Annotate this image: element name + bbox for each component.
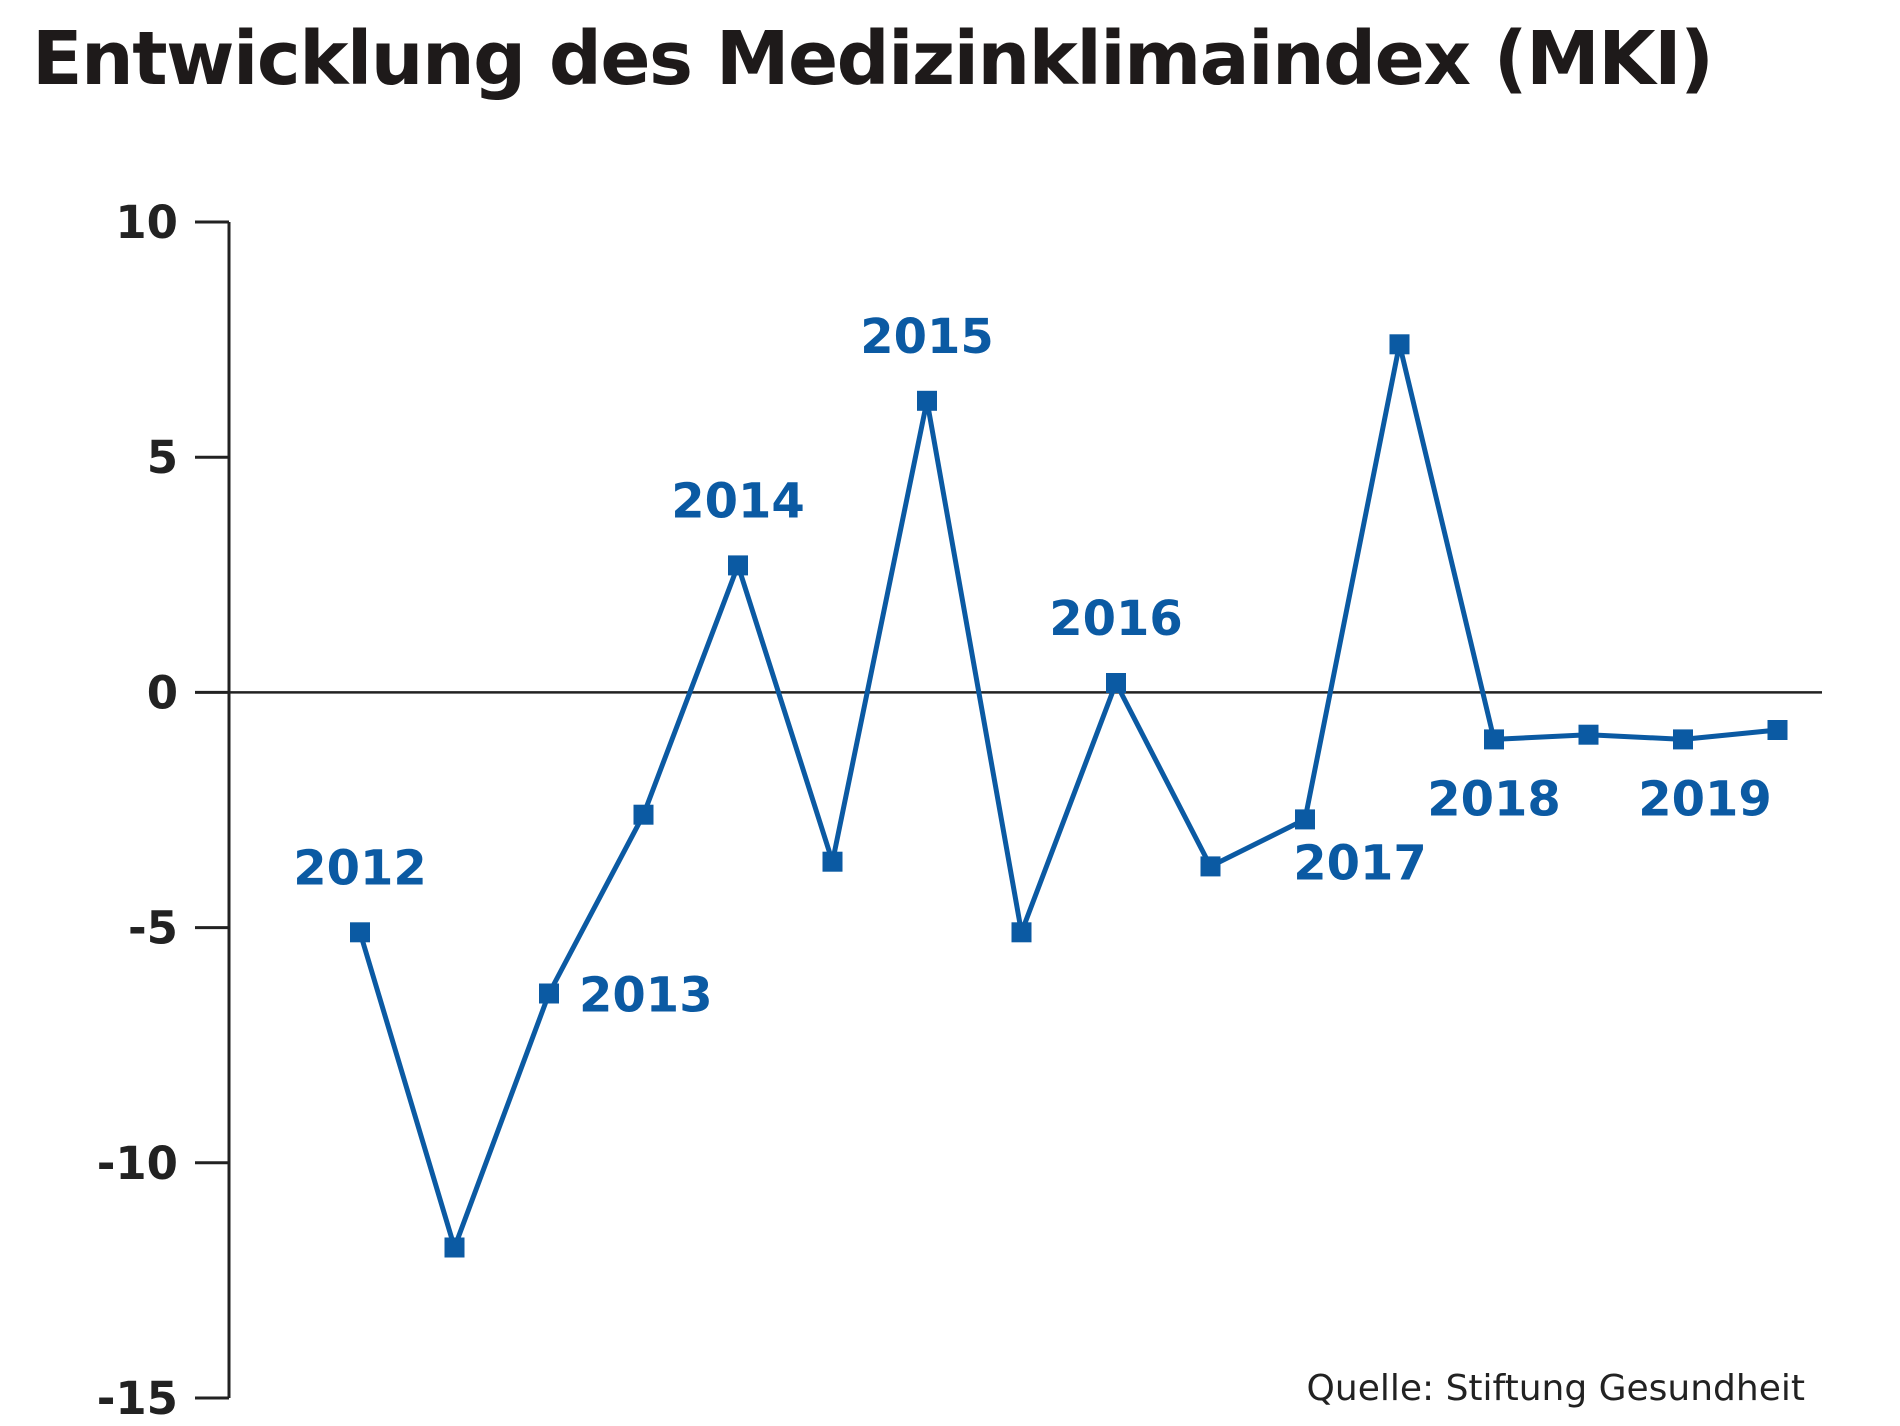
y-tick-label: -15 xyxy=(97,1372,178,1425)
y-tick-label: 0 xyxy=(147,666,178,719)
data-point xyxy=(728,555,748,576)
data-point xyxy=(1011,922,1032,943)
data-point xyxy=(1673,729,1693,750)
year-label: 2015 xyxy=(860,309,994,365)
data-point xyxy=(917,390,937,411)
year-label: 2016 xyxy=(1049,591,1183,647)
data-point xyxy=(1106,673,1126,693)
data-point xyxy=(1484,729,1504,750)
data-point xyxy=(539,983,559,1004)
data-point xyxy=(1767,720,1788,740)
y-tick-label: 10 xyxy=(115,196,178,249)
series-line xyxy=(357,341,1778,1250)
y-tick-label: -5 xyxy=(128,902,178,955)
year-label: 2018 xyxy=(1427,771,1561,827)
year-label: 2019 xyxy=(1638,771,1772,827)
chart-title: Entwicklung des Medizinklimaindex (MKI) xyxy=(32,16,1714,102)
data-point xyxy=(350,922,370,943)
year-label: 2013 xyxy=(579,968,713,1024)
source-label: Quelle: Stiftung Gesundheit xyxy=(1307,1368,1805,1409)
data-point xyxy=(1295,809,1315,830)
data-point xyxy=(822,851,843,872)
data-markers xyxy=(350,334,1788,1258)
data-point xyxy=(1389,334,1410,355)
y-tick-label: -10 xyxy=(97,1137,178,1190)
data-point xyxy=(444,1237,465,1258)
year-label: 2014 xyxy=(671,473,805,529)
y-axis: 10 5 0 -5 -10 -15 xyxy=(97,196,231,1425)
year-label: 2017 xyxy=(1293,835,1427,891)
y-tick-label: 5 xyxy=(147,431,178,484)
data-point xyxy=(633,804,654,825)
data-point xyxy=(1578,724,1599,745)
data-point xyxy=(1200,856,1221,877)
year-label: 2012 xyxy=(293,840,427,896)
